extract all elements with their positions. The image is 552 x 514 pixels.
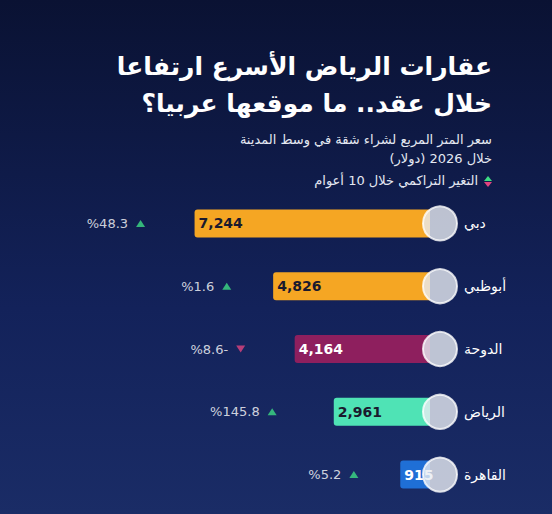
svg-text:7,244: 7,244 xyxy=(199,215,244,231)
svg-text:الرياض: الرياض xyxy=(464,404,505,421)
svg-text:القاهرة: القاهرة xyxy=(464,467,506,484)
svg-text:%5.2: %5.2 xyxy=(308,467,341,482)
svg-text:915: 915 xyxy=(404,466,434,483)
svg-text:أبوظبي: أبوظبي xyxy=(464,277,506,295)
html-text:سعر المتر المربع لشراء شقة في: سعر المتر المربع لشراء شقة في وسط المدين… xyxy=(239,132,492,166)
svg-text:%8.6-: %8.6- xyxy=(190,342,228,357)
html-text:عقارات الرياض الأسرع ارتفاعا خ: عقارات الرياض الأسرع ارتفاعا خلال عقد.. … xyxy=(116,52,492,118)
svg-text:%1.6: %1.6 xyxy=(181,279,214,294)
html-text:التغير التراكمي خلال 10 أعوام: التغير التراكمي خلال 10 أعوام xyxy=(314,173,478,188)
svg-text:دبي: دبي xyxy=(464,215,486,232)
svg-text:%145.8: %145.8 xyxy=(210,404,260,419)
svg-text:%48.3: %48.3 xyxy=(87,216,128,231)
svg-text:4,164: 4,164 xyxy=(299,341,344,357)
svg-text:2,961: 2,961 xyxy=(338,404,382,420)
svg-text:4,826: 4,826 xyxy=(277,278,321,294)
svg-text:الدوحة: الدوحة xyxy=(464,341,502,358)
